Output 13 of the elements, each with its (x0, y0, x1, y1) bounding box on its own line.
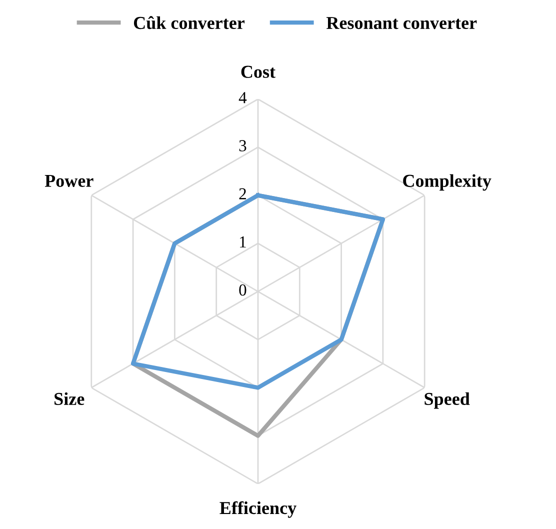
spoke-label: Efficiency (220, 501, 296, 518)
spoke-label: Complexity (403, 174, 492, 191)
y-tick-label: 2 (239, 188, 246, 200)
spoke-label: Speed (424, 392, 470, 409)
y-tick-label: 4 (238, 92, 247, 104)
spoke-label: Size (54, 392, 84, 406)
legend-label: Resonant converter (326, 17, 477, 30)
spoke-label: Cost (241, 66, 276, 78)
spoke-label: Power (44, 174, 94, 187)
legend-label: Cûk converter (134, 16, 245, 30)
y-tick-label: 1 (240, 236, 246, 248)
y-tick-label: 0 (239, 284, 246, 296)
y-tick-label: 3 (239, 140, 246, 152)
